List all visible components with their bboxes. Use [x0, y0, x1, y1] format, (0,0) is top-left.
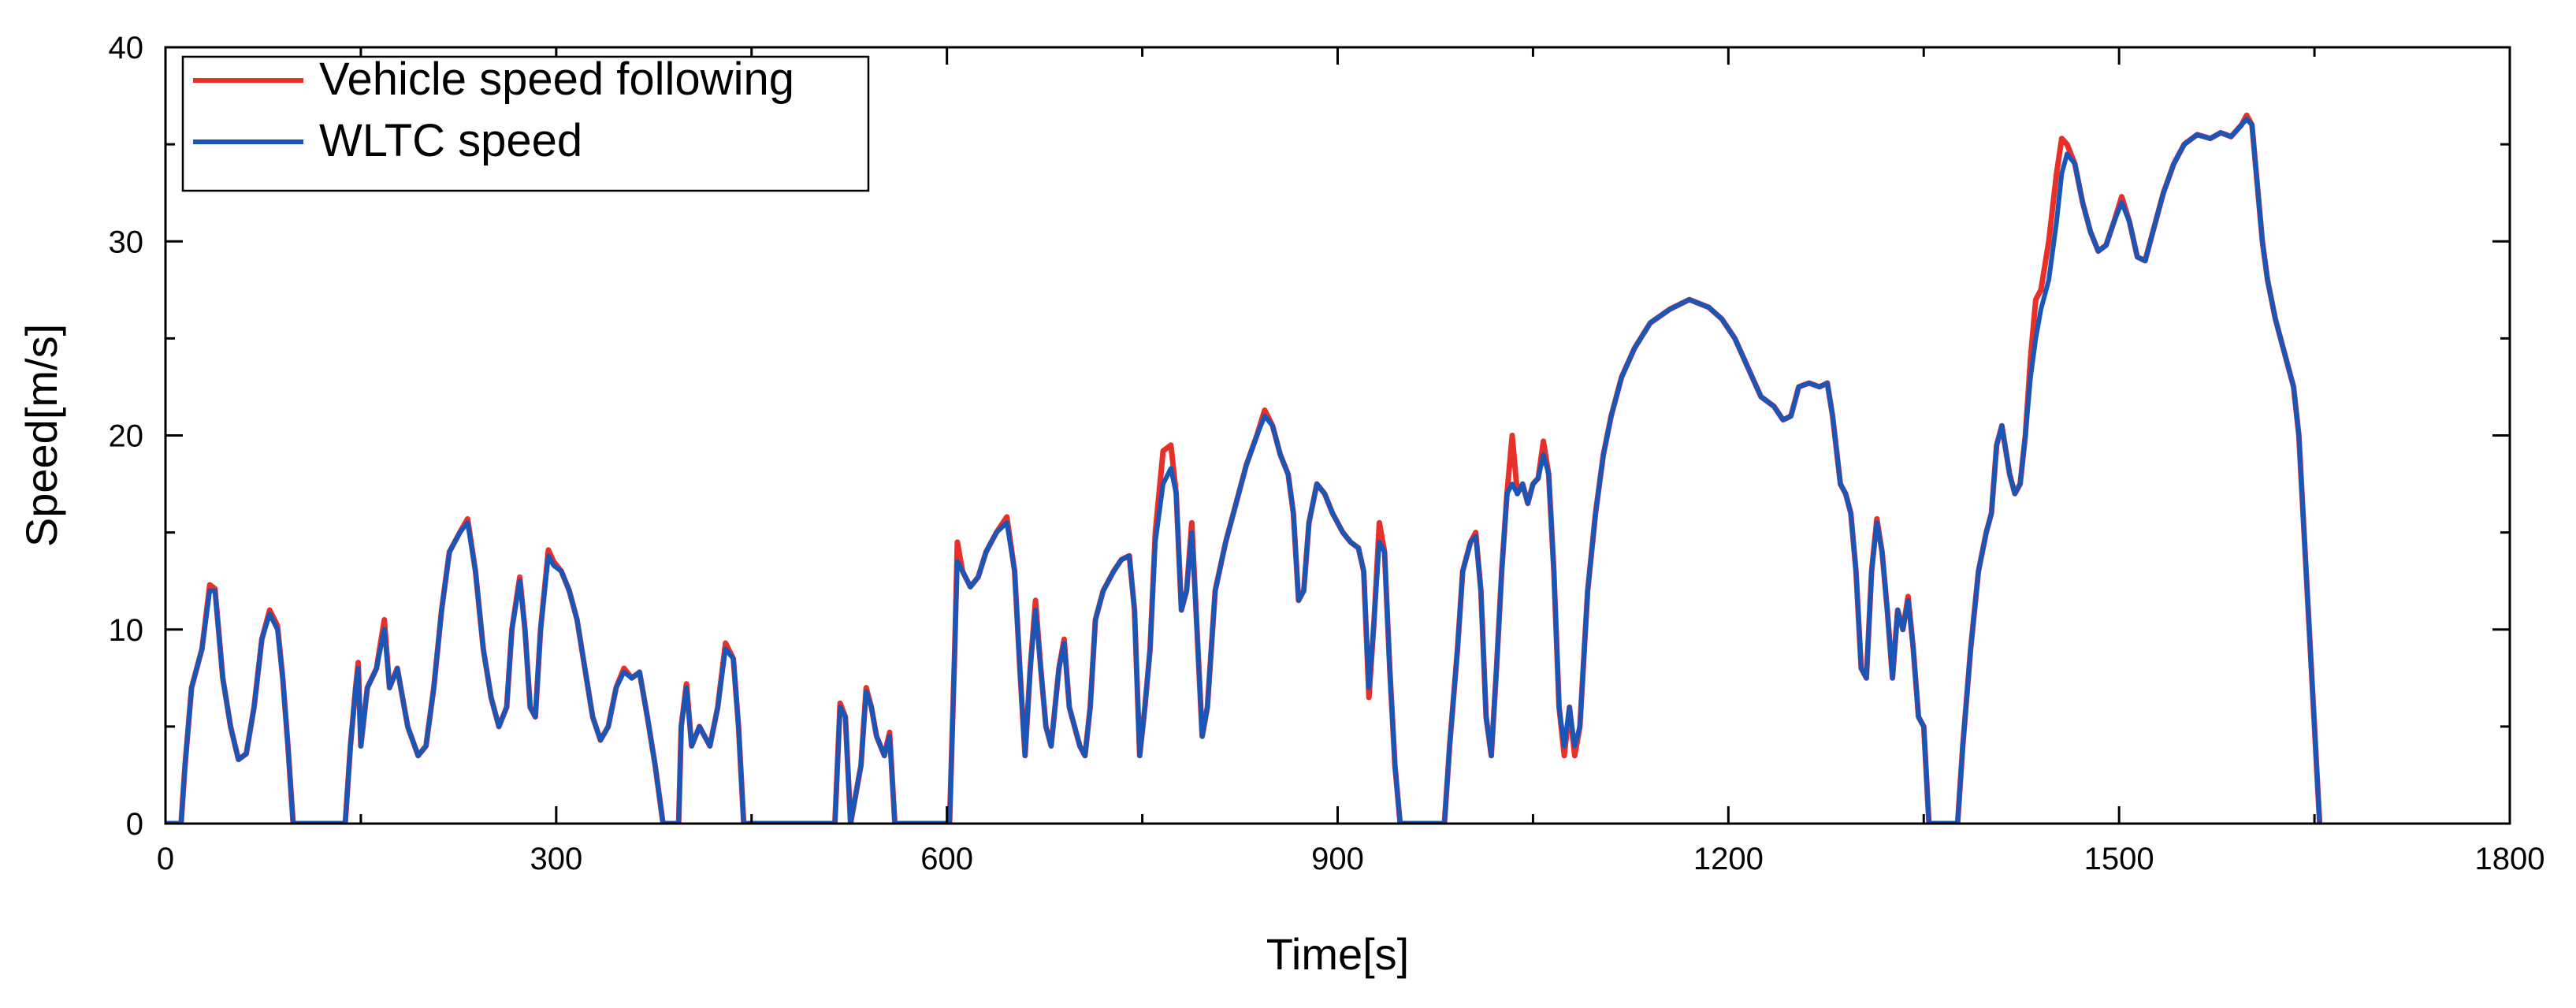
y-tick-label: 40 [109, 31, 144, 65]
x-axis: 0 300 600 900 1200 1500 1800 [157, 47, 2545, 876]
x-tick-label: 1200 [1693, 842, 1764, 876]
y-tick-label: 20 [109, 419, 144, 454]
legend: Vehicle speed following WLTC speed [181, 54, 870, 192]
x-tick-label: 300 [530, 842, 582, 876]
x-tick-label: 1800 [2475, 842, 2545, 876]
y-tick-label: 10 [109, 613, 144, 648]
y-tick-label: 0 [126, 807, 143, 842]
legend-label-vehicle-speed: Vehicle speed following [319, 54, 794, 105]
y-axis-title: Speed[m/s] [17, 324, 66, 547]
x-axis-title: Time[s] [1266, 929, 1409, 979]
x-tick-label: 0 [157, 842, 174, 876]
x-tick-label: 900 [1311, 842, 1364, 876]
y-tick-label: 30 [109, 225, 144, 259]
series-line-wltc-speed [165, 117, 2322, 824]
legend-label-wltc-speed: WLTC speed [319, 115, 582, 166]
x-tick-label: 600 [920, 842, 973, 876]
series-layer [165, 112, 2323, 824]
y-axis: 0 10 20 30 40 [109, 31, 2510, 842]
x-tick-label: 1500 [2084, 842, 2154, 876]
